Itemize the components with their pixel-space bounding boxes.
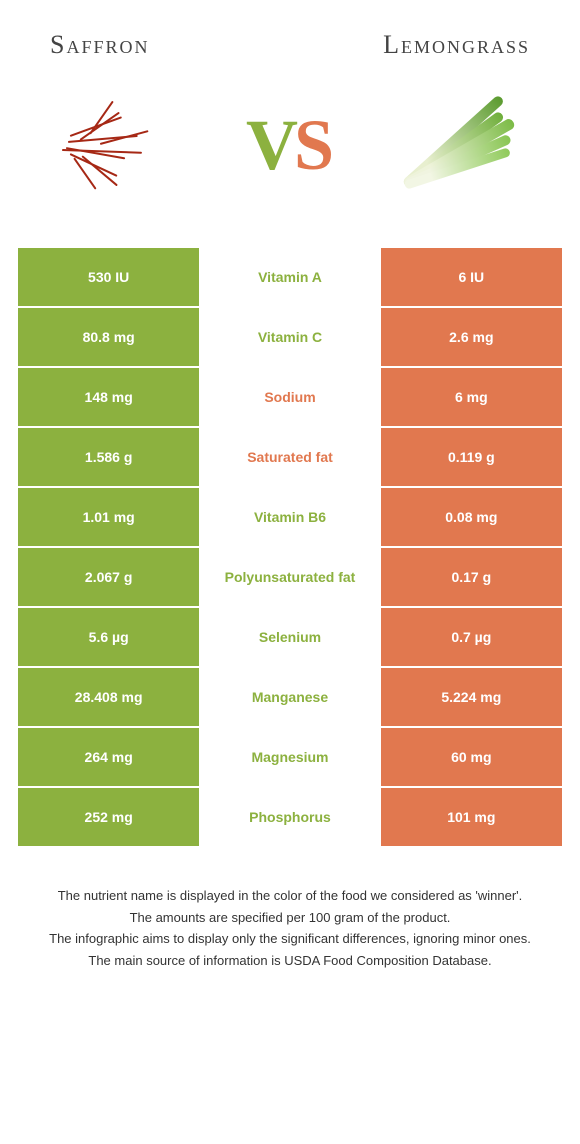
left-value: 80.8 mg [18, 308, 199, 366]
left-value: 28.408 mg [18, 668, 199, 726]
header: Saffron Lemongrass [0, 0, 580, 70]
left-value: 5.6 µg [18, 608, 199, 666]
footnote-line: The nutrient name is displayed in the co… [30, 886, 550, 906]
nutrient-label: Polyunsaturated fat [199, 548, 380, 606]
table-row: 1.01 mgVitamin B60.08 mg [18, 488, 562, 546]
table-row: 5.6 µgSelenium0.7 µg [18, 608, 562, 666]
right-value: 0.17 g [381, 548, 562, 606]
right-value: 5.224 mg [381, 668, 562, 726]
left-food-title: Saffron [50, 30, 149, 60]
right-value: 6 mg [381, 368, 562, 426]
right-value: 0.7 µg [381, 608, 562, 666]
right-value: 0.08 mg [381, 488, 562, 546]
nutrient-label: Manganese [199, 668, 380, 726]
footnote-line: The main source of information is USDA F… [30, 951, 550, 971]
left-food-illustration [30, 80, 190, 210]
footnotes: The nutrient name is displayed in the co… [30, 886, 550, 970]
left-value: 2.067 g [18, 548, 199, 606]
right-food-illustration [390, 80, 550, 210]
table-row: 264 mgMagnesium60 mg [18, 728, 562, 786]
right-value: 2.6 mg [381, 308, 562, 366]
right-value: 0.119 g [381, 428, 562, 486]
table-row: 252 mgPhosphorus101 mg [18, 788, 562, 846]
table-row: 80.8 mgVitamin C2.6 mg [18, 308, 562, 366]
left-value: 1.586 g [18, 428, 199, 486]
footnote-line: The infographic aims to display only the… [30, 929, 550, 949]
hero: V S [0, 70, 580, 240]
left-value: 264 mg [18, 728, 199, 786]
right-value: 101 mg [381, 788, 562, 846]
nutrient-label: Vitamin C [199, 308, 380, 366]
nutrient-label: Magnesium [199, 728, 380, 786]
table-row: 28.408 mgManganese5.224 mg [18, 668, 562, 726]
footnote-line: The amounts are specified per 100 gram o… [30, 908, 550, 928]
vs-label: V S [246, 104, 334, 187]
nutrient-label: Sodium [199, 368, 380, 426]
nutrient-label: Phosphorus [199, 788, 380, 846]
left-value: 530 IU [18, 248, 199, 306]
left-value: 252 mg [18, 788, 199, 846]
table-row: 148 mgSodium6 mg [18, 368, 562, 426]
right-value: 6 IU [381, 248, 562, 306]
nutrient-label: Saturated fat [199, 428, 380, 486]
right-value: 60 mg [381, 728, 562, 786]
table-row: 530 IUVitamin A6 IU [18, 248, 562, 306]
left-value: 1.01 mg [18, 488, 199, 546]
vs-v: V [246, 104, 298, 187]
nutrient-table: 530 IUVitamin A6 IU80.8 mgVitamin C2.6 m… [18, 248, 562, 846]
table-row: 2.067 gPolyunsaturated fat0.17 g [18, 548, 562, 606]
left-value: 148 mg [18, 368, 199, 426]
nutrient-label: Vitamin A [199, 248, 380, 306]
nutrient-label: Selenium [199, 608, 380, 666]
right-food-title: Lemongrass [383, 30, 530, 60]
nutrient-label: Vitamin B6 [199, 488, 380, 546]
vs-s: S [294, 104, 334, 187]
table-row: 1.586 gSaturated fat0.119 g [18, 428, 562, 486]
